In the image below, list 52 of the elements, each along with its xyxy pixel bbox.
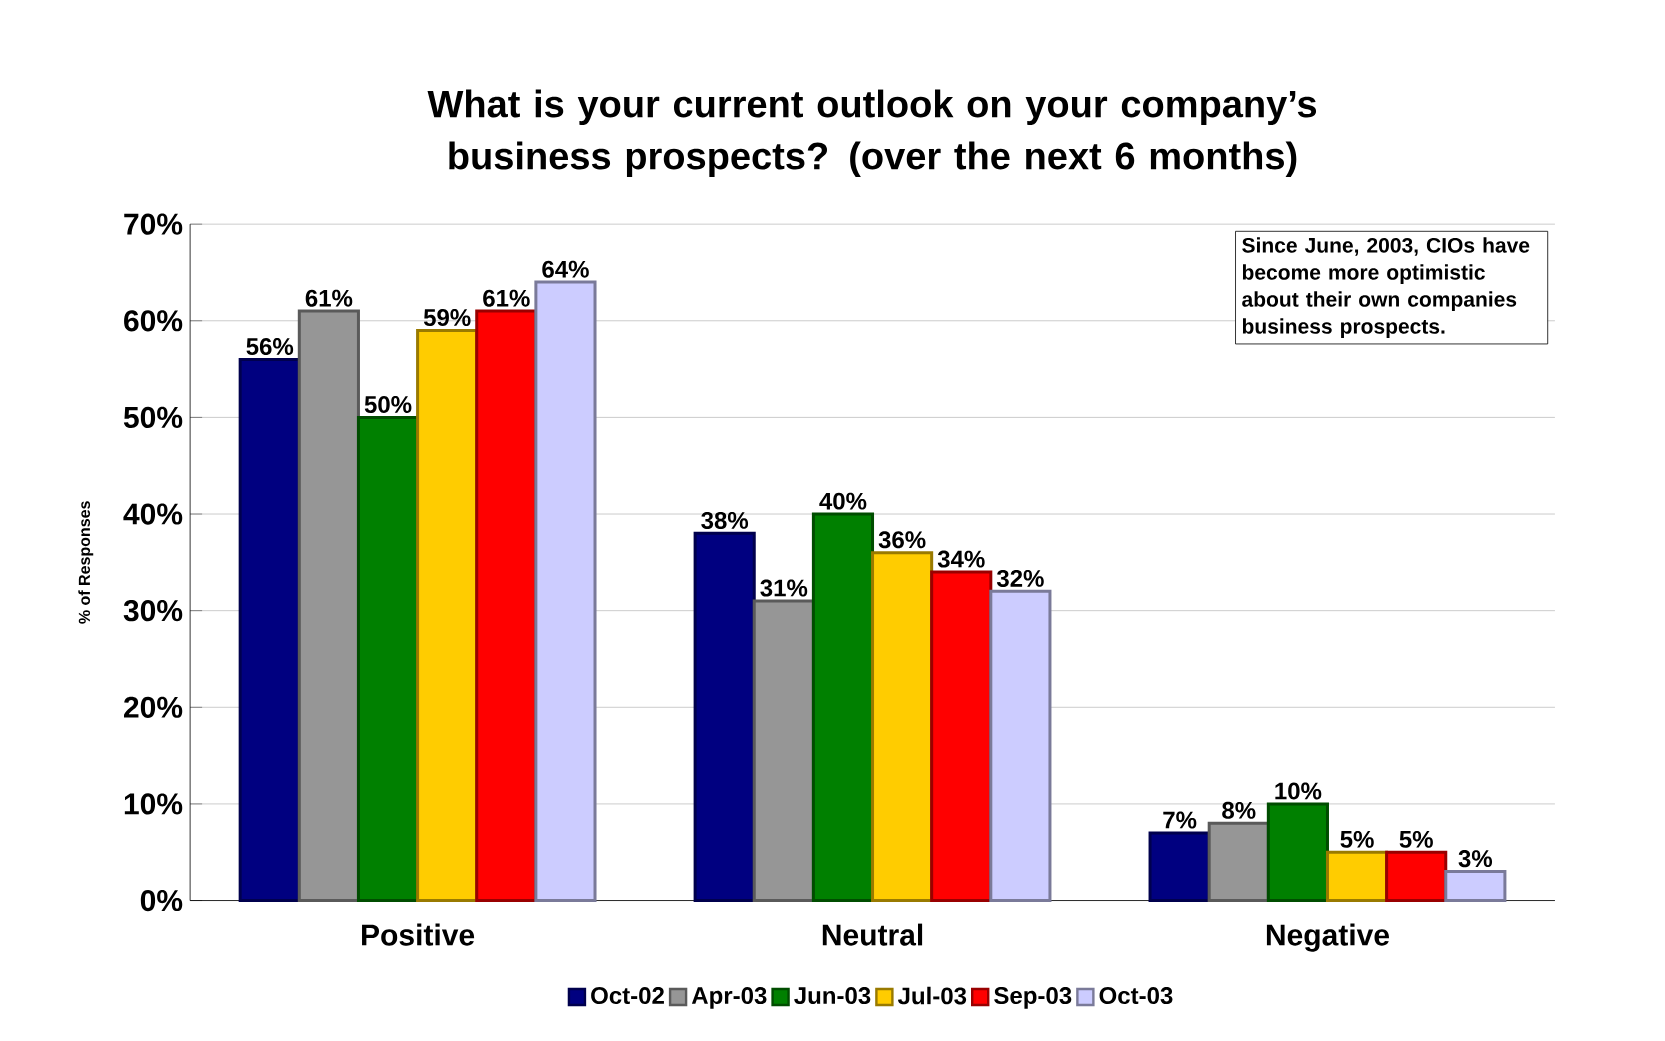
- bar: [238, 358, 301, 903]
- y-tick-label: 40%: [123, 503, 183, 525]
- legend-label: Apr-03: [691, 987, 767, 1009]
- chart-title: What is your current outlook on your company’s business prospects? (over the next 6 months): [427, 89, 1317, 178]
- bar: [534, 280, 597, 903]
- bar: [693, 532, 756, 903]
- y-tick-label: 70%: [124, 213, 183, 235]
- bar: [1148, 831, 1211, 903]
- data-label: 59%: [423, 309, 471, 327]
- data-label: 34%: [937, 550, 985, 568]
- bar: [989, 590, 1052, 903]
- legend-label: Sep-03: [994, 987, 1072, 1009]
- y-tick-label: 10%: [124, 793, 183, 815]
- data-label: 61%: [305, 289, 353, 307]
- data-label: 31%: [760, 579, 808, 597]
- data-label: 50%: [364, 396, 412, 414]
- data-label: 36%: [878, 531, 926, 549]
- x-tick-label: Positive: [362, 923, 475, 946]
- y-axis-title: % of Responses: [78, 501, 94, 624]
- data-label: 38%: [701, 512, 749, 530]
- bar: [1266, 802, 1329, 903]
- data-label: 64%: [542, 260, 589, 278]
- annotation: Since June, 2003, CIOs have become more optimistic about their own companies business prospects.: [1242, 237, 1530, 339]
- x-tick-label: Negative: [1266, 923, 1389, 952]
- x-tick-label: Neutral: [822, 923, 923, 946]
- y-tick-label: 50%: [123, 406, 183, 429]
- data-label: 3%: [1458, 850, 1493, 868]
- data-label: 8%: [1222, 802, 1256, 820]
- legend-label: Jul-03: [897, 986, 967, 1005]
- data-label: 40%: [819, 492, 867, 510]
- data-label: 61%: [483, 289, 530, 307]
- y-tick-label: 0%: [140, 890, 183, 912]
- y-tick-label: 30%: [123, 600, 183, 622]
- bar: [930, 570, 993, 903]
- bar: [1444, 870, 1507, 903]
- legend-label: Oct-03: [1099, 987, 1173, 1005]
- data-label: 56%: [246, 338, 294, 356]
- data-label: 5%: [1399, 831, 1433, 848]
- data-label: 10%: [1275, 782, 1322, 800]
- data-label: 32%: [996, 570, 1044, 588]
- y-tick-label: 60%: [124, 310, 183, 332]
- bar: [811, 512, 875, 903]
- y-tick-label: 20%: [124, 696, 183, 719]
- bar: [752, 599, 815, 903]
- bar: [1207, 821, 1270, 903]
- legend-label: Oct-02: [591, 987, 664, 1005]
- legend-label: Jun-03: [794, 987, 871, 1005]
- data-label: 7%: [1163, 811, 1197, 829]
- bar: [871, 551, 934, 903]
- bar: [297, 309, 360, 903]
- bar: [1385, 850, 1448, 903]
- data-label: 5%: [1340, 831, 1374, 848]
